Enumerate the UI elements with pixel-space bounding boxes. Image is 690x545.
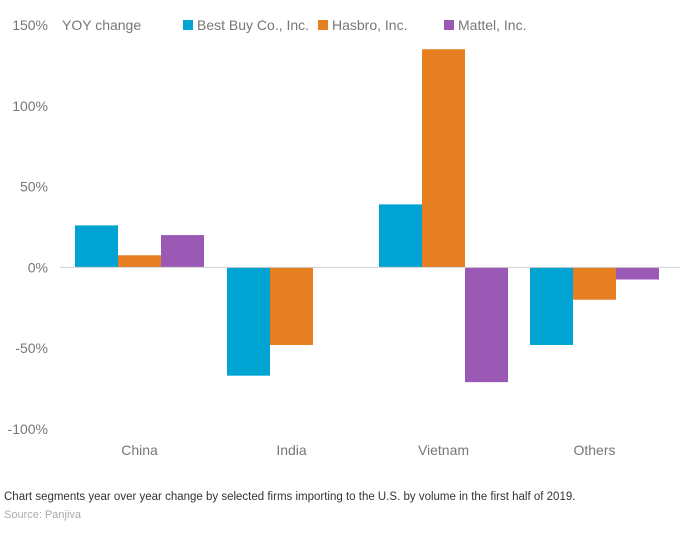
bar [465, 267, 508, 383]
y-tick-label: -100% [8, 421, 48, 437]
bar [379, 204, 422, 268]
y-tick-label: -50% [15, 340, 48, 356]
y-axis-label: YOY change [62, 17, 141, 33]
bar-chart: 150% 100% 50% 0% -50% -100% YOY change Best Buy… [8, 17, 680, 458]
bar [270, 267, 313, 345]
category-label: Vietnam [418, 442, 469, 458]
legend-swatch [183, 20, 193, 30]
bar [75, 225, 118, 268]
category-label: China [121, 442, 158, 458]
legend-swatch [318, 20, 328, 30]
bar [227, 267, 270, 376]
legend-swatch [444, 20, 454, 30]
legend-label: Mattel, Inc. [458, 17, 526, 33]
chart-caption: Chart segments year over year change by … [4, 491, 576, 503]
bar [161, 235, 204, 268]
y-tick-label: 150% [12, 17, 48, 33]
bar [616, 267, 659, 280]
category-label: Others [573, 442, 615, 458]
y-tick-label: 100% [12, 98, 48, 114]
bar [530, 267, 573, 345]
legend-label: Hasbro, Inc. [332, 17, 407, 33]
y-tick-label: 50% [20, 179, 48, 195]
bar [573, 267, 616, 300]
legend-label: Best Buy Co., Inc. [197, 17, 309, 33]
bar [422, 49, 465, 268]
bar [118, 255, 161, 268]
y-tick-label: 0% [28, 259, 48, 275]
category-label: India [276, 442, 307, 458]
chart-source: Source: Panjiva [4, 509, 82, 521]
